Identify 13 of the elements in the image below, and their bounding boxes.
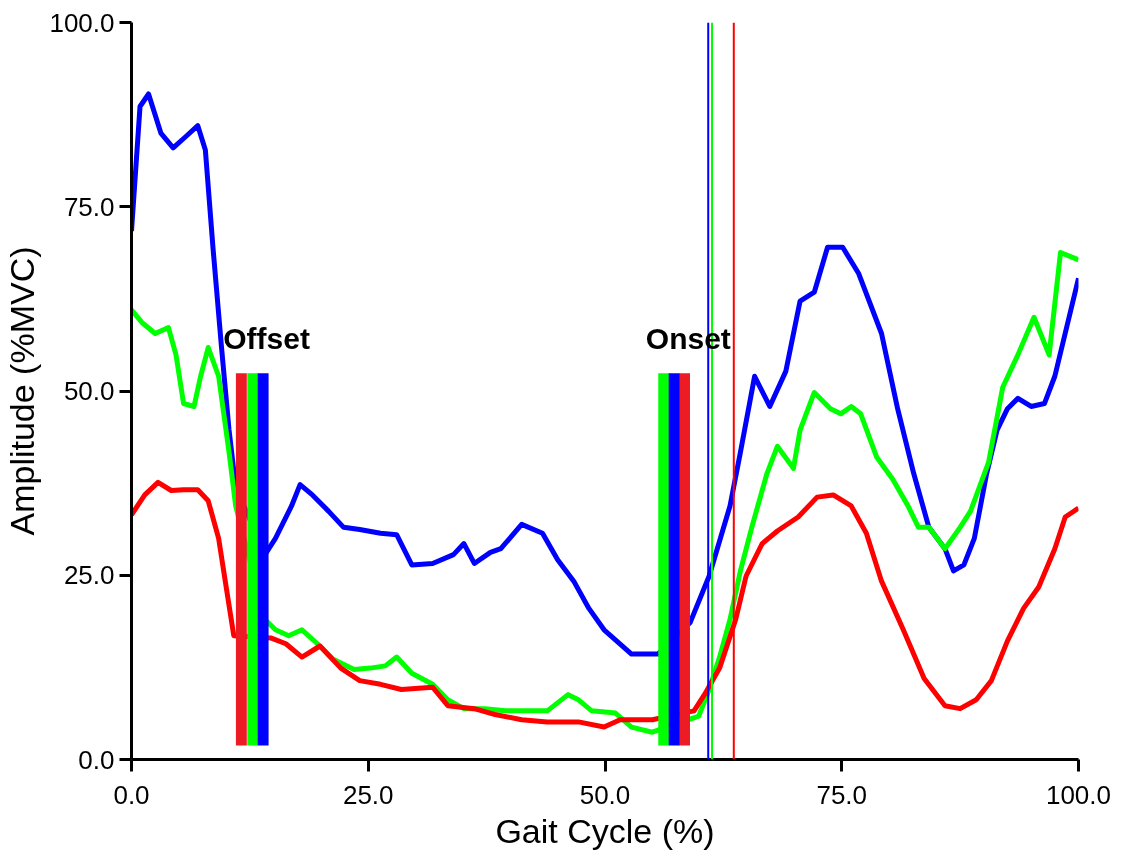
x-tick-label: 25.0: [342, 779, 394, 810]
y-tick-label: 50.0: [63, 376, 115, 406]
y-tick-label: 100.0: [49, 7, 115, 38]
y-tick-label: 25.0: [63, 560, 115, 591]
y-tick-label: 75.0: [63, 191, 115, 222]
y-axis-title: Amplitude (%MVC): [3, 246, 42, 536]
annotation: Offset: [223, 321, 310, 355]
x-tick-label: 100.0: [1045, 779, 1112, 810]
y-tick-label: 0.0: [78, 744, 115, 775]
x-tick-label: 50.0: [579, 779, 631, 810]
x-tick-label: 0.0: [113, 779, 150, 810]
x-axis-title: Gait Cycle (%): [495, 811, 715, 850]
x-tick-label: 75.0: [816, 779, 868, 810]
